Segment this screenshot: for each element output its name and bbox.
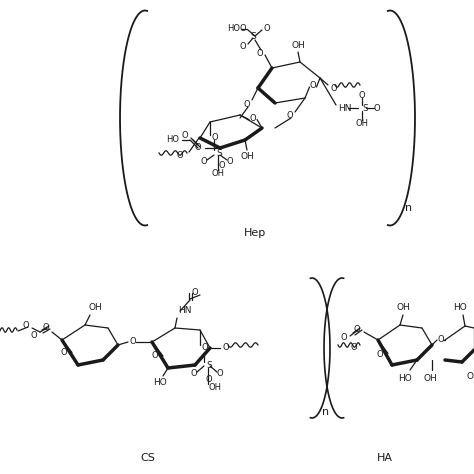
Text: OH: OH [396,303,410,312]
Text: O: O [331,83,337,92]
Text: O: O [438,336,445,345]
Text: n: n [405,203,412,213]
Text: O: O [264,24,271,33]
Text: S: S [206,361,212,370]
Text: OH: OH [423,374,437,383]
Text: O: O [191,370,197,379]
Text: S: S [362,103,368,112]
Text: O: O [243,100,250,109]
Text: S: S [216,148,222,157]
Text: O: O [194,144,201,153]
Text: HO: HO [153,378,167,387]
Text: O: O [374,103,380,112]
Text: OH: OH [88,303,102,312]
Text: O: O [201,157,207,166]
Text: HO: HO [453,303,467,312]
Text: OH: OH [209,383,222,392]
Text: CS: CS [141,453,155,463]
Text: n: n [322,407,329,417]
Text: HO: HO [166,136,179,145]
Text: HO: HO [227,24,240,33]
Text: O: O [350,344,357,353]
Text: O: O [217,370,223,379]
Text: Hep: Hep [244,228,266,238]
Text: O: O [212,134,219,143]
Text: O: O [219,161,226,170]
Text: OH: OH [211,168,225,177]
Text: O: O [206,374,212,383]
Text: OH: OH [291,41,305,50]
Text: O: O [239,24,246,33]
Text: O: O [359,91,365,100]
Text: HO: HO [398,374,412,383]
Text: O: O [223,344,229,353]
Text: O: O [376,350,383,359]
Text: O: O [239,42,246,51]
Text: HN: HN [338,103,352,112]
Text: O: O [340,334,347,343]
Text: O: O [182,131,188,140]
Text: O: O [286,110,293,119]
Text: O: O [151,352,158,361]
Text: O: O [130,337,137,346]
Text: O: O [467,372,474,381]
Text: O: O [202,344,209,353]
Text: O: O [250,114,256,123]
Text: O: O [176,151,183,159]
Text: HN: HN [178,306,191,315]
Text: O: O [22,321,29,330]
Text: O: O [256,48,263,57]
Text: HA: HA [377,453,393,463]
Text: S: S [250,31,256,40]
Text: O: O [227,157,233,166]
Text: O: O [30,330,37,339]
Text: OH: OH [240,152,254,161]
Text: O: O [42,323,49,332]
Text: OH: OH [356,118,368,128]
Text: O: O [309,81,316,90]
Text: O: O [60,348,67,357]
Text: O: O [192,288,199,297]
Text: O: O [354,325,360,334]
